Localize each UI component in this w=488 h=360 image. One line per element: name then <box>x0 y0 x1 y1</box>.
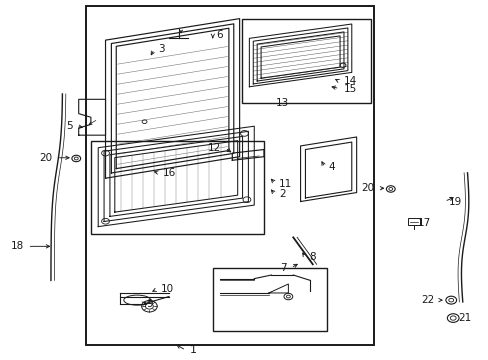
Text: 21: 21 <box>457 313 470 323</box>
Text: 15: 15 <box>343 84 356 94</box>
Bar <box>91 140 264 234</box>
Text: 4: 4 <box>328 162 335 172</box>
Bar <box>86 6 373 345</box>
Bar <box>242 19 370 103</box>
Text: 10: 10 <box>160 284 173 294</box>
Text: 12: 12 <box>207 143 221 153</box>
Text: 20: 20 <box>361 183 374 193</box>
Text: 19: 19 <box>447 197 461 207</box>
Text: 5: 5 <box>65 121 72 131</box>
Text: 11: 11 <box>279 179 292 189</box>
Text: 3: 3 <box>158 44 164 54</box>
Text: 1: 1 <box>189 345 197 355</box>
Text: 22: 22 <box>420 295 433 305</box>
Bar <box>407 219 419 225</box>
Text: 7: 7 <box>280 263 286 273</box>
Text: 14: 14 <box>343 76 356 86</box>
Text: 9: 9 <box>146 299 152 309</box>
Text: 13: 13 <box>276 98 289 108</box>
Text: 8: 8 <box>309 252 315 262</box>
Text: 17: 17 <box>417 218 430 228</box>
Text: 2: 2 <box>279 189 285 199</box>
Text: 20: 20 <box>40 153 53 163</box>
Bar <box>212 268 327 330</box>
Text: 16: 16 <box>163 168 176 178</box>
Text: 6: 6 <box>216 30 223 40</box>
Text: 18: 18 <box>10 241 23 251</box>
